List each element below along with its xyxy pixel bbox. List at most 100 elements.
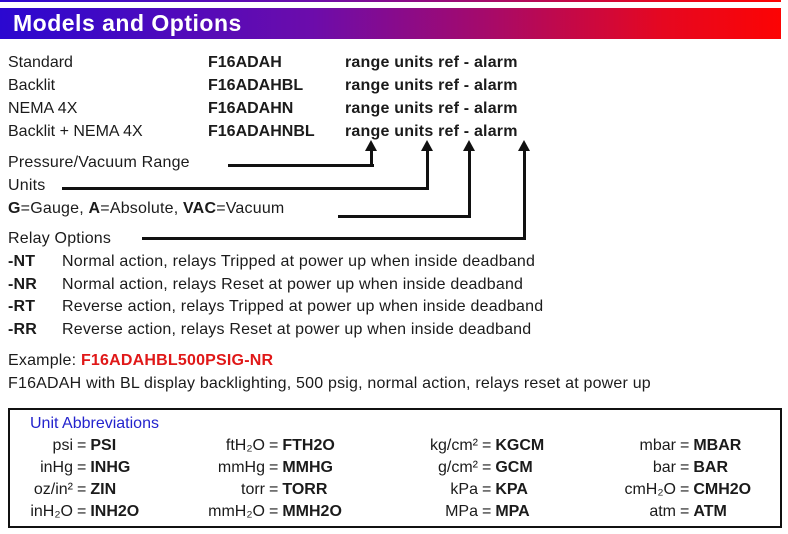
callout-line-units [426, 149, 429, 190]
model-code: F16ADAH [208, 54, 282, 71]
equals-sign: = [269, 503, 279, 520]
callout-label-relay: Relay Options [8, 230, 112, 247]
equals-sign: = [77, 459, 87, 476]
equals-sign: = [680, 481, 690, 498]
equals-sign: = [680, 437, 690, 454]
unit-cell: MPa = MPA [370, 501, 530, 523]
callout-line-alarm [523, 149, 526, 240]
equals-sign: = [269, 437, 279, 454]
arrow-up-icon [518, 140, 530, 151]
unit-abbr: MMH2O [282, 503, 342, 520]
unit-symbol: psi [52, 437, 73, 454]
unit-abbr: KGCM [495, 437, 545, 454]
relay-description: Reverse action, relays Tripped at power … [62, 298, 544, 315]
unit-symbol: inH₂O [30, 503, 73, 520]
unit-abbr: GCM [495, 459, 533, 476]
unit-cell: inHg = INHG [18, 457, 130, 479]
callout-label-ref: G=Gauge, A=Absolute, VAC=Vacuum [8, 198, 284, 220]
list-item: -RT Reverse action, relays Tripped at po… [0, 296, 788, 319]
unit-cell: oz/in² = ZIN [18, 479, 116, 501]
table-row: NEMA 4X F16ADAHN range units ref - alarm [0, 97, 788, 120]
model-suffix-fields: range units ref - alarm [345, 100, 518, 117]
unit-symbol: bar [652, 459, 676, 476]
equals-sign: = [269, 481, 279, 498]
model-name: Backlit [8, 77, 56, 94]
unit-abbr: MPA [495, 503, 530, 520]
model-suffix-fields: range units ref - alarm [345, 54, 518, 71]
callout-line-ref [468, 149, 471, 218]
equals-sign: = [680, 459, 690, 476]
callout-line-alarm [142, 237, 526, 240]
ref-vac: VAC [183, 200, 217, 217]
equals-sign: = [77, 503, 87, 520]
unit-symbol: cmH₂O [624, 481, 676, 498]
unit-symbol: mbar [639, 437, 676, 454]
model-code: F16ADAHNBL [208, 123, 315, 140]
top-accent-line [0, 0, 781, 2]
ref-vac-rest: =Vacuum [216, 200, 285, 217]
ref-g-rest: =Gauge, [20, 200, 89, 217]
unit-cell: inH₂O = INH2O [18, 501, 139, 523]
unit-abbr: MBAR [693, 437, 742, 454]
example-part-number: F16ADAHBL500PSIG-NR [80, 352, 274, 369]
equals-sign: = [482, 459, 492, 476]
callout-line-units [62, 187, 429, 190]
model-suffix-fields: range units ref - alarm [345, 123, 518, 140]
unit-symbol: kPa [450, 481, 478, 498]
unit-abbreviations-box: Unit Abbreviations psi = PSI inHg = INHG oz/… [8, 408, 782, 528]
unit-symbol: atm [649, 503, 676, 520]
callout-line-range [370, 149, 373, 167]
ref-a: A [88, 200, 101, 217]
arrow-up-icon [463, 140, 475, 151]
unit-abbr: ATM [693, 503, 727, 520]
equals-sign: = [77, 437, 87, 454]
unit-symbol: kg/cm² [430, 437, 478, 454]
relay-code: -RT [8, 298, 36, 315]
equals-sign: = [482, 503, 492, 520]
unit-abbr: CMH2O [693, 481, 752, 498]
unit-abbr: ZIN [90, 481, 117, 498]
unit-cell: torr = TORR [160, 479, 327, 501]
equals-sign: = [77, 481, 87, 498]
arrow-up-icon [365, 140, 377, 151]
example-description: F16ADAH with BL display backlighting, 50… [8, 375, 651, 392]
relay-code: -NT [8, 253, 36, 270]
list-item: -NT Normal action, relays Tripped at pow… [0, 251, 788, 274]
unit-abbr: MMHG [282, 459, 333, 476]
model-name: Backlit + NEMA 4X [8, 123, 143, 140]
equals-sign: = [482, 481, 492, 498]
unit-abbr: FTH2O [282, 437, 335, 454]
ref-g: G [8, 200, 21, 217]
section-header-bar: Models and Options [0, 8, 781, 39]
unit-abbr: INH2O [90, 503, 140, 520]
relay-code: -NR [8, 276, 38, 293]
unit-symbol: mmH₂O [208, 503, 265, 520]
table-row: Standard F16ADAH range units ref - alarm [0, 51, 788, 74]
relay-description: Normal action, relays Tripped at power u… [62, 253, 536, 270]
unit-cell: ftH₂O = FTH2O [160, 435, 335, 457]
unit-symbol: oz/in² [33, 481, 73, 498]
unit-abbr: TORR [282, 481, 328, 498]
model-code: F16ADAHBL [208, 77, 304, 94]
equals-sign: = [269, 459, 279, 476]
callout-label-range: Pressure/Vacuum Range [8, 154, 190, 171]
unit-abbreviations-title: Unit Abbreviations [30, 415, 159, 432]
arrow-up-icon [421, 140, 433, 151]
unit-cell: atm = ATM [568, 501, 727, 523]
model-code: F16ADAHN [208, 100, 294, 117]
table-row: Backlit F16ADAHBL range units ref - alar… [0, 74, 788, 97]
unit-cell: mbar = MBAR [568, 435, 742, 457]
example-line: Example: F16ADAHBL500PSIG-NR [8, 349, 273, 373]
equals-sign: = [482, 437, 492, 454]
page-title: Models and Options [13, 10, 242, 36]
unit-symbol: torr [241, 481, 265, 498]
unit-cell: kPa = KPA [370, 479, 528, 501]
unit-cell: cmH₂O = CMH2O [568, 479, 751, 501]
unit-abbr: PSI [90, 437, 117, 454]
unit-cell: g/cm² = GCM [370, 457, 533, 479]
unit-symbol: MPa [445, 503, 478, 520]
unit-cell: psi = PSI [18, 435, 117, 457]
unit-abbr: INHG [90, 459, 131, 476]
unit-symbol: mmHg [217, 459, 265, 476]
